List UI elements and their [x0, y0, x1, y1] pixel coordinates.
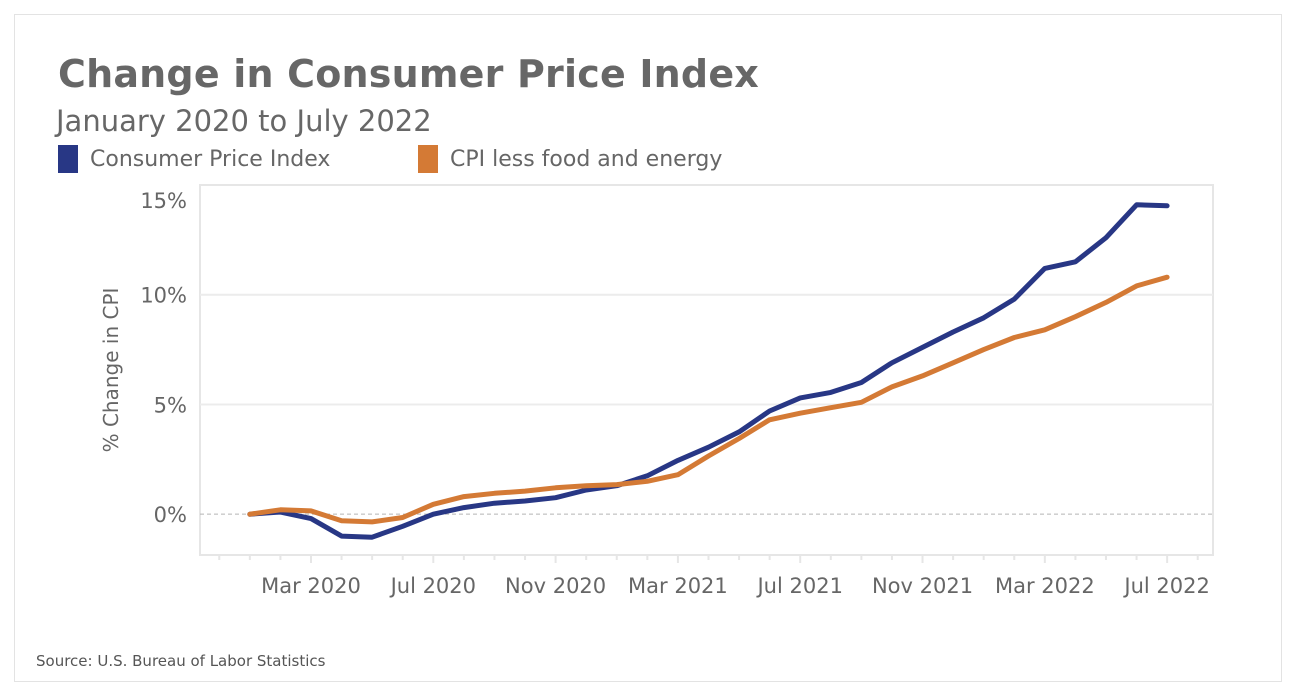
x-tick-label: Jul 2022 — [1122, 574, 1209, 598]
legend-label-cpi: Consumer Price Index — [90, 146, 331, 172]
x-tick-label: Jul 2020 — [389, 574, 476, 598]
source-note: Source: U.S. Bureau of Labor Statistics — [36, 652, 326, 670]
x-tick-label: Jul 2021 — [755, 574, 842, 598]
legend-item-cpi[interactable]: Consumer Price Index — [58, 145, 330, 173]
y-tick-label: 5% — [154, 393, 187, 417]
x-tick-label: Nov 2021 — [872, 574, 973, 598]
legend-label-core-cpi: CPI less food and energy — [450, 146, 723, 172]
legend-swatch-core-cpi — [418, 145, 438, 173]
chart-title: Change in Consumer Price Index — [58, 52, 760, 96]
y-tick-label: 10% — [140, 284, 187, 308]
y-tick-label: 15% — [140, 189, 187, 213]
plot-area — [199, 184, 1214, 556]
chart-subtitle: January 2020 to July 2022 — [56, 104, 432, 138]
y-tick-label: 0% — [154, 503, 187, 527]
chart-card — [14, 14, 1282, 682]
legend-swatch-cpi — [58, 145, 78, 173]
series-line-core-cpi — [247, 274, 1170, 525]
x-tick-label: Nov 2020 — [505, 574, 606, 598]
x-tick-label: Mar 2021 — [628, 574, 728, 598]
x-tick-label: Mar 2020 — [261, 574, 361, 598]
series-line-cpi — [247, 202, 1170, 540]
legend-item-core-cpi[interactable]: CPI less food and energy — [418, 145, 722, 173]
x-tick-label: Mar 2022 — [995, 574, 1095, 598]
y-axis-label: % Change in CPI — [99, 288, 123, 453]
